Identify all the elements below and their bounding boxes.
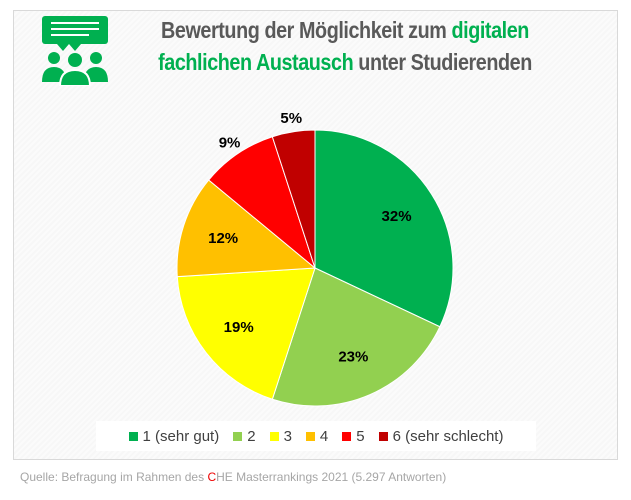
legend-label: 3 [283,427,292,445]
source-text: HE Masterrankings 2021 (5.297 Antworten) [216,470,447,484]
legend-label: 4 [319,427,329,445]
legend-item: 3 [269,427,292,445]
legend-label: 6 (sehr schlecht) [392,427,504,445]
chart-title: Bewertung der Möglichkeit zum digitalen f… [143,14,547,78]
legend-label: 5 [356,427,365,445]
title-text: Bewertung der Möglichkeit zum [161,17,452,43]
discussion-group-icon [42,16,108,86]
legend-swatch [128,431,138,441]
legend-item: 5 [342,427,365,445]
pie-slice-6 [271,129,316,269]
legend-swatch [269,431,279,441]
source-text: Quelle: Befragung im Rahmen des [20,470,208,484]
data-label-1: 32% [382,208,412,225]
legend-label: 2 [247,427,256,445]
legend-item: 2 [233,427,256,445]
data-label-2: 23% [338,349,368,366]
pie-slice-1 [314,129,454,328]
legend-label: 1 (sehr gut) [142,427,220,445]
pie-slice-4 [176,179,317,278]
data-label-4: 12% [208,230,238,247]
legend-item: 6 (sehr schlecht) [378,427,504,445]
data-label-5: 9% [219,134,241,151]
pie-slice-3 [176,267,316,400]
source-note: Quelle: Befragung im Rahmen des CHE Mast… [20,470,446,484]
legend-swatch [342,431,352,441]
title-highlight: fachlichen Austausch [158,49,354,75]
title-text: unter Studierenden [353,49,532,75]
legend-swatch [233,431,243,441]
legend-item: 4 [305,427,329,445]
title-highlight: digitalen [451,17,529,43]
che-logo-letter: C [207,470,217,484]
legend-swatch [378,431,388,441]
legend-item: 1 (sehr gut) [128,427,220,445]
data-label-3: 19% [224,319,254,336]
legend: 1 (sehr gut) 2 3 4 5 6 (sehr schlecht) [96,421,536,451]
pie-slice-2 [271,267,441,407]
legend-swatch [305,431,315,441]
data-label-6: 5% [280,110,302,127]
